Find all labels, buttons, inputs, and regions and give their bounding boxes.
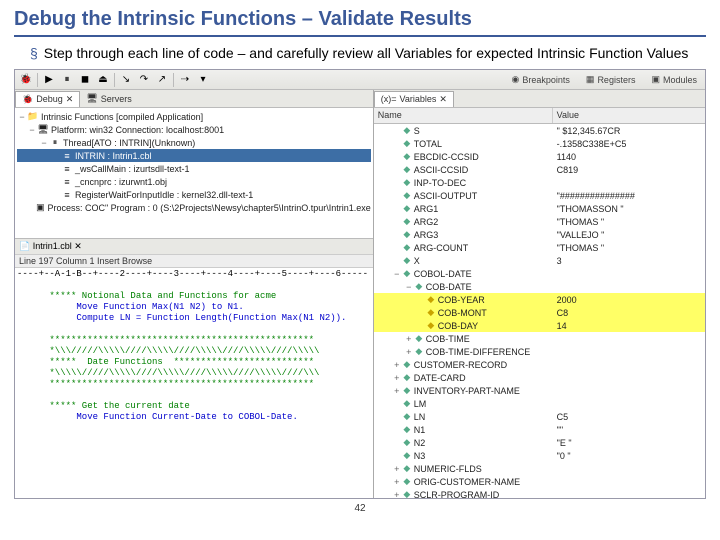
disconnect-icon[interactable]: ⏏ <box>96 73 110 87</box>
left-pane-tabs: 🐞 Debug ✕ 🖥 Servers <box>15 90 373 108</box>
vars-col-value[interactable]: Value <box>553 108 705 123</box>
var-row[interactable]: ◆LM <box>374 397 705 410</box>
var-row[interactable]: ◆COB-YEAR2000 <box>374 293 705 306</box>
code-line: ***** Notional Data and Functions for ac… <box>17 291 276 301</box>
var-row[interactable]: ◆N3"0 " <box>374 449 705 462</box>
var-row[interactable]: ◆LNC5 <box>374 410 705 423</box>
var-row[interactable]: ◆N2"E " <box>374 436 705 449</box>
editor-tabs: 📄 Intrin1.cbl ✕ <box>15 238 373 254</box>
stop-icon[interactable]: ◼ <box>78 73 92 87</box>
var-row[interactable]: ◆ARG2"THOMAS " <box>374 215 705 228</box>
toolbar-right: ◉Breakpoints ▦Registers ▣Modules <box>508 73 701 86</box>
page-number: 42 <box>0 499 720 514</box>
vars-body[interactable]: ◆S" $12,345.67CR◆TOTAL-.1358C338E+C5◆EBC… <box>374 124 705 498</box>
var-row[interactable]: ◆TOTAL-.1358C338E+C5 <box>374 137 705 150</box>
pause-icon[interactable]: ⏸ <box>60 73 74 87</box>
resume-icon[interactable]: ⇢ <box>178 73 192 87</box>
var-row[interactable]: ◆COB-DAY14 <box>374 319 705 332</box>
var-row[interactable]: ◆ARG1"THOMASSON " <box>374 202 705 215</box>
var-row[interactable]: +◆DATE-CARD <box>374 371 705 384</box>
code-line: Compute LN = Function Length(Function Ma… <box>17 313 346 323</box>
bullet-icon: § <box>30 45 38 61</box>
breakpoints-icon: ◉ <box>512 74 520 85</box>
bullet-text: Step through each line of code – and car… <box>44 45 689 61</box>
registers-icon: ▦ <box>586 74 595 85</box>
code-line: *\\\/////\\\\\////\\\\\////\\\\\////\\\\… <box>17 346 319 356</box>
var-row[interactable]: +◆COB-TIME <box>374 332 705 345</box>
right-pane: (x)= Variables ✕ Name Value ◆S" $12,345.… <box>374 90 705 498</box>
tree-process: ▣Process: COC" Program : 0 (S:\2Projects… <box>17 201 371 214</box>
vars-header: Name Value <box>374 108 705 124</box>
var-row[interactable]: +◆ORIG-CUSTOMER-NAME <box>374 475 705 488</box>
var-row[interactable]: ◆ARG3"VALLEJO " <box>374 228 705 241</box>
tab-debug[interactable]: 🐞 Debug ✕ <box>15 91 80 107</box>
var-row[interactable]: ◆ASCII-CCSIDC819 <box>374 163 705 176</box>
var-row[interactable]: ◆ASCII-OUTPUT"############### <box>374 189 705 202</box>
tree-frame-2: ≡_cncnprc : izurwnt1.obj <box>17 175 371 188</box>
right-pane-tabs: (x)= Variables ✕ <box>374 90 705 108</box>
ide-screenshot: 🐞 ▶ ⏸ ◼ ⏏ ↘ ↷ ↗ ⇢ ▾ ◉Breakpoints ▦Regist… <box>14 69 706 499</box>
tree-thread: −⏸Thread[ATO : INTRIN](Unknown) <box>17 136 371 149</box>
modules-icon: ▣ <box>651 74 660 85</box>
var-row[interactable]: +◆CUSTOMER-RECORD <box>374 358 705 371</box>
code-editor[interactable]: ----+--A-1-B--+----2----+----3----+----4… <box>15 268 373 498</box>
slide-title: Debug the Intrinsic Functions – Validate… <box>0 0 720 35</box>
step-into-icon[interactable]: ↘ <box>119 73 133 87</box>
tree-frame-1: ≡_wsCallMain : izurtsdll-text-1 <box>17 162 371 175</box>
editor-tab[interactable]: 📄 Intrin1.cbl ✕ <box>19 241 82 252</box>
code-line: ***** Get the current date <box>17 401 190 411</box>
step-out-icon[interactable]: ↗ <box>155 73 169 87</box>
tree-frame-3: ≡RegisterWaitForInputIdle : kernel32.dll… <box>17 188 371 201</box>
var-row[interactable]: ◆S" $12,345.67CR <box>374 124 705 137</box>
var-row[interactable]: +◆INVENTORY-PART-NAME <box>374 384 705 397</box>
debug-icon[interactable]: 🐞 <box>19 73 33 87</box>
code-line: ****************************************… <box>17 379 314 389</box>
var-row[interactable]: ◆EBCDIC-CCSID1140 <box>374 150 705 163</box>
var-row[interactable]: ◆N1"" <box>374 423 705 436</box>
var-row[interactable]: −◆COB-DATE <box>374 280 705 293</box>
var-row[interactable]: +◆COB-TIME-DIFFERENCE <box>374 345 705 358</box>
dropdown-icon[interactable]: ▾ <box>196 73 210 87</box>
vars-col-name[interactable]: Name <box>374 108 553 123</box>
left-pane: 🐞 Debug ✕ 🖥 Servers −📁Intrinsic Function… <box>15 90 374 498</box>
tree-platform: −🖥Platform: win32 Connection: localhost:… <box>17 123 371 136</box>
tree-frame-0: ≡INTRIN : Intrin1.cbl <box>17 149 371 162</box>
var-row[interactable]: ◆X3 <box>374 254 705 267</box>
code-line: Move Function Current-Date to COBOL-Date… <box>17 412 298 422</box>
tab-servers[interactable]: 🖥 Servers <box>80 91 137 106</box>
title-underline <box>14 35 706 37</box>
tab-variables[interactable]: (x)= Variables ✕ <box>374 91 454 107</box>
code-line: ****************************************… <box>17 335 314 345</box>
var-row[interactable]: +◆SCLR-PROGRAM-ID <box>374 488 705 498</box>
step-over-icon[interactable]: ↷ <box>137 73 151 87</box>
tab-modules[interactable]: ▣Modules <box>647 73 701 86</box>
code-line: *\\\\\/////\\\\\////\\\\\////\\\\\////\\… <box>17 368 319 378</box>
debug-tree[interactable]: −📁Intrinsic Functions [compiled Applicat… <box>15 108 373 238</box>
toolbar: 🐞 ▶ ⏸ ◼ ⏏ ↘ ↷ ↗ ⇢ ▾ ◉Breakpoints ▦Regist… <box>15 70 705 90</box>
panes-container: 🐞 Debug ✕ 🖥 Servers −📁Intrinsic Function… <box>15 90 705 498</box>
code-line: Move Function Max(N1 N2) to N1. <box>17 302 244 312</box>
tree-root: −📁Intrinsic Functions [compiled Applicat… <box>17 110 371 123</box>
run-icon[interactable]: ▶ <box>42 73 56 87</box>
editor-status: Line 197 Column 1 Insert Browse <box>15 254 373 268</box>
code-line: ***** Date Functions *******************… <box>17 357 314 367</box>
var-row[interactable]: ◆INP-TO-DEC <box>374 176 705 189</box>
tab-breakpoints[interactable]: ◉Breakpoints <box>508 73 574 86</box>
ruler-line: ----+--A-1-B--+----2----+----3----+----4… <box>17 269 368 279</box>
tab-registers[interactable]: ▦Registers <box>582 73 640 86</box>
var-row[interactable]: ◆COB-MONTC8 <box>374 306 705 319</box>
var-row[interactable]: ◆ARG-COUNT"THOMAS " <box>374 241 705 254</box>
var-row[interactable]: +◆NUMERIC-FLDS <box>374 462 705 475</box>
var-row[interactable]: −◆COBOL-DATE <box>374 267 705 280</box>
slide-bullet: § Step through each line of code – and ca… <box>0 43 720 69</box>
